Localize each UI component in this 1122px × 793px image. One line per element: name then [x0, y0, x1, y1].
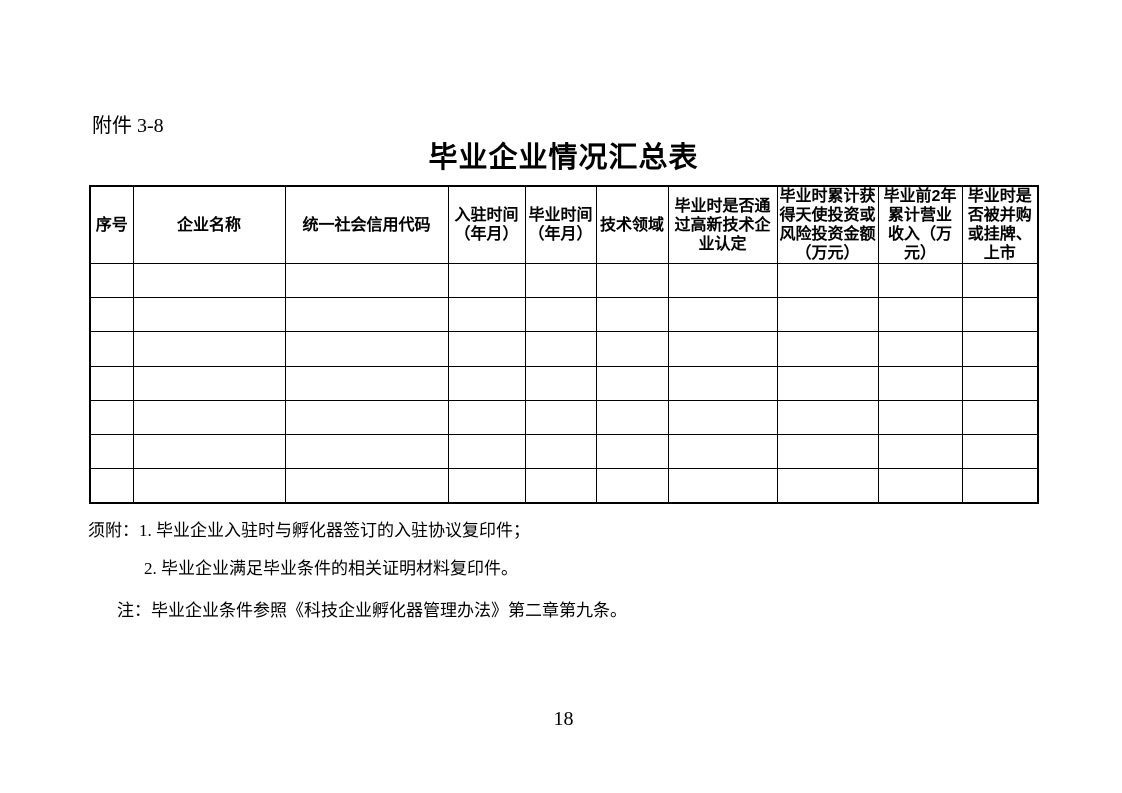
table-row	[89, 297, 1039, 333]
table-cell	[284, 468, 449, 504]
table-cell	[961, 331, 1039, 367]
table-cell	[961, 297, 1039, 333]
table-cell	[595, 399, 669, 435]
table-cell	[595, 433, 669, 470]
table-cell	[132, 399, 286, 435]
table-cell	[89, 297, 134, 333]
table-cell	[877, 399, 963, 435]
column-header: 毕业时累计获 得天使投资或 风险投资金额 （万元）	[776, 185, 879, 264]
table-header-row: 序号 企业名称 统一社会信用代码 入驻时间 （年月） 毕业时间 （年月） 技术领域 毕业时是…	[89, 185, 1039, 264]
column-header: 入驻时间 （年月）	[447, 185, 526, 264]
table-cell	[447, 468, 526, 504]
table-cell	[89, 433, 134, 470]
table-cell	[961, 262, 1039, 299]
table-cell	[776, 297, 879, 333]
table-cell	[877, 262, 963, 299]
table-cell	[667, 365, 778, 401]
table-cell	[132, 262, 286, 299]
table-cell	[132, 331, 286, 367]
table-cell	[284, 297, 449, 333]
table-cell	[524, 468, 597, 504]
graduated-enterprises-summary-table: 序号 企业名称 统一社会信用代码 入驻时间 （年月） 毕业时间 （年月） 技术领域 毕业时是…	[89, 185, 1039, 504]
table-cell	[877, 297, 963, 333]
table-cell	[132, 365, 286, 401]
column-header: 统一社会信用代码	[284, 185, 449, 264]
table-cell	[284, 331, 449, 367]
table-cell	[961, 399, 1039, 435]
table-cell	[284, 365, 449, 401]
table-body	[89, 262, 1039, 504]
table-row	[89, 433, 1039, 470]
table-cell	[667, 297, 778, 333]
table-cell	[667, 331, 778, 367]
table-cell	[524, 262, 597, 299]
table-cell	[776, 399, 879, 435]
table-cell	[595, 468, 669, 504]
table-cell	[89, 468, 134, 504]
column-header: 毕业时间 （年月）	[524, 185, 597, 264]
table-cell	[667, 468, 778, 504]
table-cell	[524, 399, 597, 435]
page-title: 毕业企业情况汇总表	[428, 142, 699, 174]
table-cell	[524, 433, 597, 470]
table-cell	[595, 262, 669, 299]
table-cell	[89, 365, 134, 401]
table-cell	[877, 331, 963, 367]
table-row	[89, 399, 1039, 435]
table-cell	[447, 262, 526, 299]
table-cell	[595, 365, 669, 401]
table-cell	[132, 297, 286, 333]
note-required-attachment-1: 须附：1. 毕业企业入驻时与孵化器签订的入驻协议复印件；	[88, 521, 530, 540]
table-cell	[595, 297, 669, 333]
table-cell	[877, 468, 963, 504]
attachment-label: 附件 3-8	[92, 115, 164, 137]
table-row	[89, 468, 1039, 504]
column-header: 技术领域	[595, 185, 669, 264]
table-cell	[284, 399, 449, 435]
column-header: 毕业前2年 累计营业 收入（万 元）	[877, 185, 963, 264]
table-cell	[447, 331, 526, 367]
table-cell	[284, 433, 449, 470]
page-number: 18	[553, 708, 574, 730]
note-required-attachment-2: 2. 毕业企业满足毕业条件的相关证明材料复印件。	[144, 559, 518, 578]
table-cell	[447, 399, 526, 435]
table-cell	[595, 331, 669, 367]
table-cell	[667, 433, 778, 470]
table-cell	[667, 262, 778, 299]
table-cell	[776, 468, 879, 504]
table-cell	[667, 399, 778, 435]
table-row	[89, 331, 1039, 367]
column-header: 毕业时是 否被并购 或挂牌、 上市	[961, 185, 1039, 264]
table-cell	[89, 399, 134, 435]
table-cell	[776, 331, 879, 367]
table-cell	[132, 468, 286, 504]
table-row	[89, 262, 1039, 299]
table-cell	[961, 433, 1039, 470]
table-cell	[524, 365, 597, 401]
table-cell	[284, 262, 449, 299]
table-cell	[961, 365, 1039, 401]
table-cell	[776, 365, 879, 401]
table-cell	[447, 433, 526, 470]
table-cell	[89, 262, 134, 299]
table-row	[89, 365, 1039, 401]
table-cell	[524, 331, 597, 367]
table-cell	[877, 433, 963, 470]
column-header: 企业名称	[132, 185, 286, 264]
table-cell	[776, 262, 879, 299]
table-cell	[89, 331, 134, 367]
table-cell	[776, 433, 879, 470]
column-header: 序号	[89, 185, 134, 264]
table-cell	[961, 468, 1039, 504]
table-cell	[877, 365, 963, 401]
column-header: 毕业时是否通 过高新技术企 业认定	[667, 185, 778, 264]
note-reference: 注：毕业企业条件参照《科技企业孵化器管理办法》第二章第九条。	[117, 601, 627, 620]
table-cell	[132, 433, 286, 470]
table-cell	[447, 297, 526, 333]
table-cell	[447, 365, 526, 401]
table-cell	[524, 297, 597, 333]
